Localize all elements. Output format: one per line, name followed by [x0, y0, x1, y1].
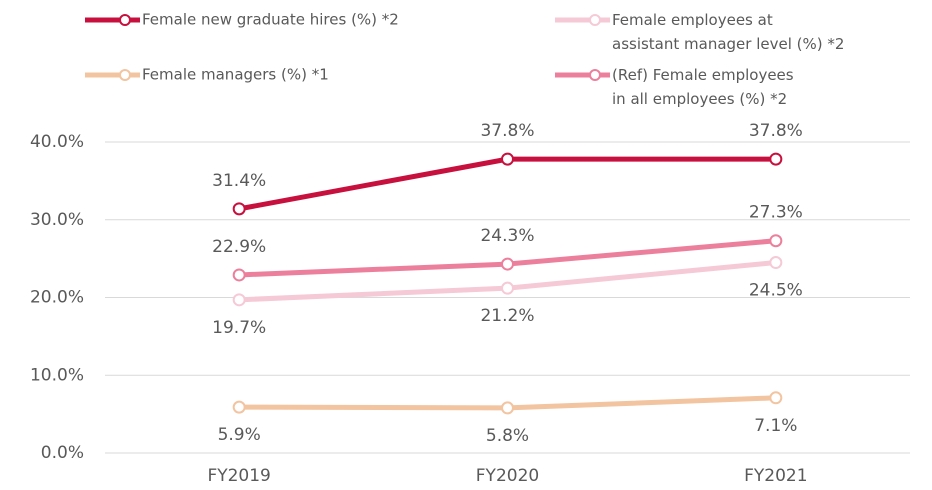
- data-point: [501, 257, 514, 271]
- data-point: [232, 400, 246, 414]
- data-point: [501, 281, 514, 295]
- data-point: [501, 401, 514, 415]
- data-label: 22.9%: [212, 237, 266, 257]
- legend-marker: [119, 69, 131, 81]
- data-label: 37.8%: [480, 121, 534, 141]
- legend-line: assistant manager level (%) *2: [612, 35, 844, 53]
- legend-label: (Ref) Female employees in all employees …: [612, 66, 798, 108]
- legend-label: Female new graduate hires (%) *2: [142, 11, 399, 29]
- data-label: 24.3%: [480, 226, 534, 246]
- y-tick-label: 10.0%: [30, 365, 84, 385]
- y-tick-label: 30.0%: [30, 210, 84, 230]
- data-point: [232, 293, 246, 307]
- data-point: [769, 391, 783, 405]
- data-label: 31.4%: [212, 171, 266, 191]
- legend-line: (Ref) Female employees: [612, 66, 798, 84]
- data-point: [232, 268, 246, 282]
- legend-label: Female managers (%) *1: [142, 66, 329, 84]
- data-label: 19.7%: [212, 318, 266, 338]
- legend-marker: [589, 69, 601, 81]
- data-point: [769, 152, 783, 166]
- x-tick-label: FY2019: [207, 466, 270, 486]
- legend-marker: [589, 14, 601, 26]
- legend-marker: [119, 14, 131, 26]
- y-tick-label: 0.0%: [41, 443, 84, 463]
- data-point: [232, 202, 246, 216]
- data-point: [501, 152, 514, 166]
- data-label: 27.3%: [749, 203, 803, 223]
- x-tick-label: FY2021: [744, 466, 807, 486]
- data-label: 5.9%: [218, 425, 261, 445]
- data-label: 37.8%: [749, 121, 803, 141]
- y-tick-label: 40.0%: [30, 132, 84, 152]
- data-point: [769, 234, 783, 248]
- legend-label: Female employees at assistant manager le…: [612, 11, 844, 53]
- series-line: [238, 156, 776, 212]
- y-tick-label: 20.0%: [30, 288, 84, 308]
- data-label: 7.1%: [754, 416, 797, 436]
- legend-line: in all employees (%) *2: [612, 90, 787, 108]
- data-label: 21.2%: [480, 306, 534, 326]
- x-tick-label: FY2020: [476, 466, 539, 486]
- legend-line: Female employees at: [612, 11, 777, 29]
- data-point: [769, 256, 783, 270]
- data-label: 24.5%: [749, 281, 803, 301]
- data-label: 5.8%: [486, 426, 529, 446]
